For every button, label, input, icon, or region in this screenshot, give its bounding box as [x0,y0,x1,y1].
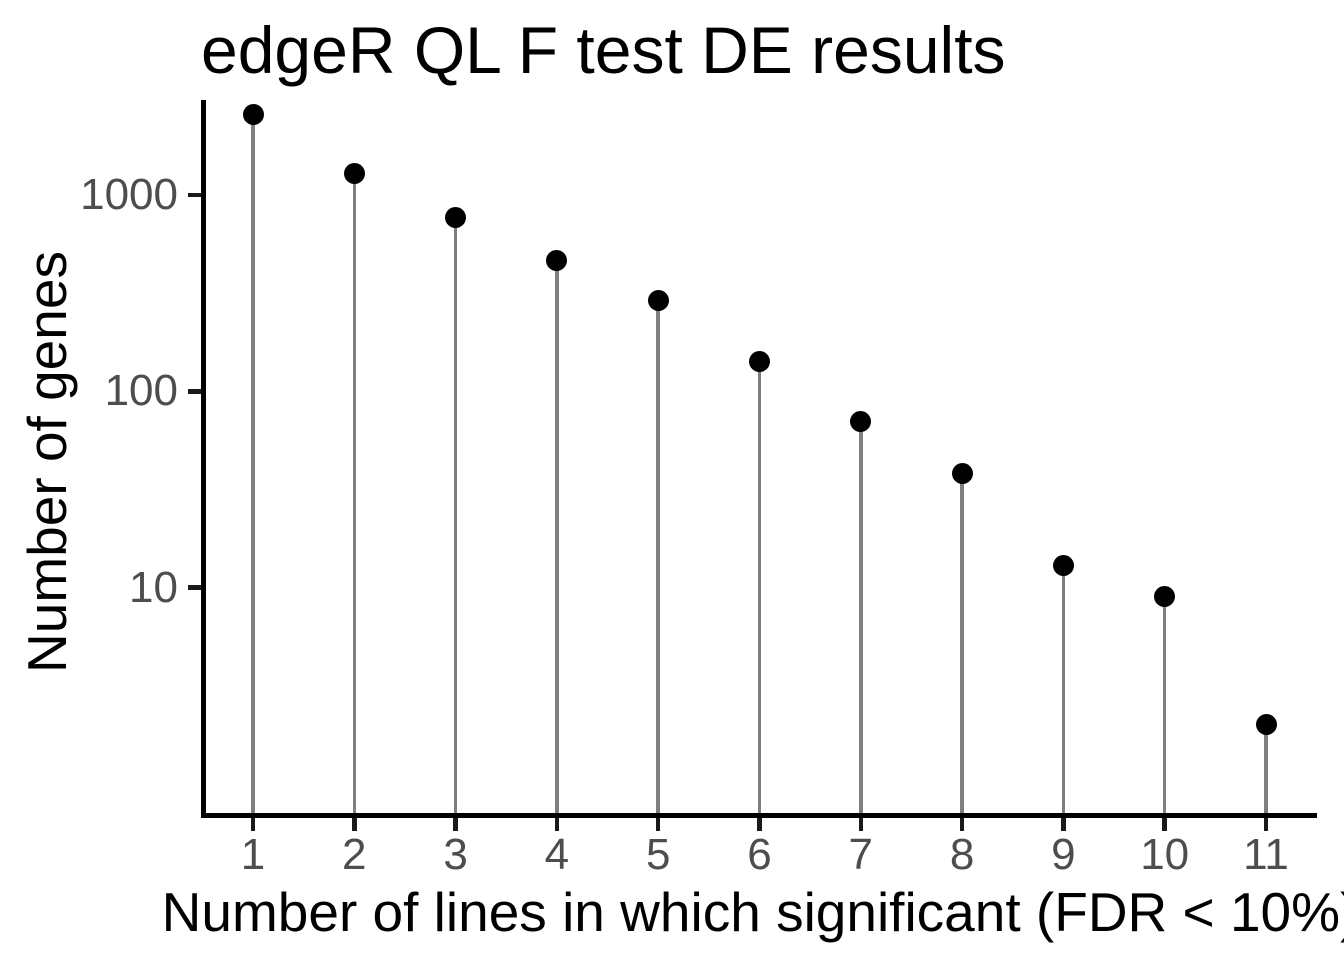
x-tick-label: 5 [645,830,671,879]
y-axis-title: Number of genes [16,251,78,673]
x-axis-line [200,813,1317,818]
x-tick-label: 8 [949,830,975,879]
x-tick-label: 10 [1140,830,1190,879]
data-point [546,249,568,271]
x-tick-label: 1 [240,830,266,879]
x-tick-mark [1162,818,1167,831]
data-point [1052,554,1074,576]
x-tick-mark [352,818,357,831]
y-tick-mark [187,192,201,198]
x-tick-mark [1263,818,1269,831]
data-point [749,350,770,372]
data-point [242,104,264,126]
data-point [951,463,973,485]
y-tick-label: 10 [129,562,178,612]
x-tick-label: 9 [1051,830,1076,879]
lollipop-stem [555,260,559,813]
lollipop-stem [1264,724,1268,813]
lollipop-stem [757,361,762,813]
lollipop-stem [656,300,660,813]
x-tick-mark [554,818,560,831]
x-tick-label: 11 [1243,830,1289,879]
lollipop-stem [960,473,964,813]
y-axis-line [200,100,206,818]
x-tick-label: 3 [443,830,468,879]
lollipop-stem [453,217,458,813]
x-tick-mark [250,818,256,831]
x-tick-mark [655,818,661,831]
data-point [445,206,467,228]
x-tick-mark [959,818,965,831]
x-tick-label: 4 [544,830,570,879]
lollipop-stem [352,173,357,813]
lollipop-stem [859,421,863,813]
y-tick-mark [187,585,201,590]
data-point [1154,586,1176,608]
x-tick-mark [858,818,864,831]
x-tick-mark [757,818,762,831]
y-tick-label: 1000 [80,170,178,219]
chart-title: edgeR QL F test DE results [201,13,1006,87]
data-point [1255,714,1277,736]
lollipop-stem [1162,596,1167,813]
y-tick-label: 100 [104,366,178,416]
x-axis-title: Number of lines in which significant (FD… [161,881,1344,943]
data-point [343,163,365,185]
x-tick-label: 7 [848,830,874,879]
y-tick-mark [187,389,201,394]
data-point [850,411,872,433]
x-tick-label: 2 [342,830,367,879]
lollipop-stem [1061,565,1066,813]
lollipop-stem [251,114,255,813]
x-tick-label: 6 [747,830,772,879]
x-tick-mark [453,818,458,831]
x-tick-mark [1061,818,1066,831]
data-point [647,290,669,312]
